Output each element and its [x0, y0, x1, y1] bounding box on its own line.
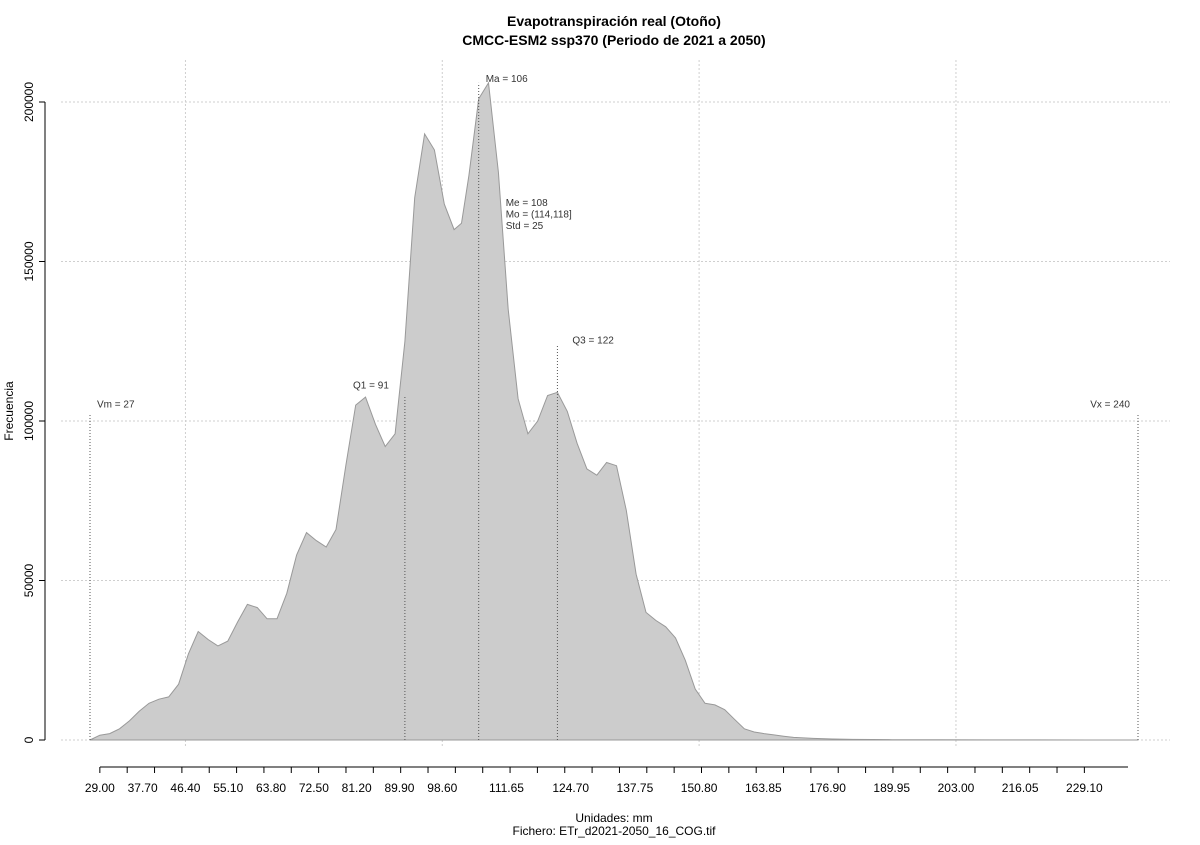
x-tick-label: 37.70: [128, 781, 158, 795]
q3-annotation: Q3 = 122: [572, 335, 614, 346]
x-axis-label: Unidades: mm: [575, 811, 652, 825]
x-tick-label: 89.90: [384, 781, 414, 795]
statistic-annotations: Vm = 27 Q1 = 91 Ma = 106 Q3 = 122 Vx = 240 Me…: [97, 74, 1130, 411]
x-tick-label: 163.85: [745, 781, 782, 795]
x-tick-label: 46.40: [170, 781, 200, 795]
std-annotation: Std = 25: [506, 221, 544, 232]
vm-annotation: Vm = 27: [97, 400, 135, 411]
q1-annotation: Q1 = 91: [353, 380, 389, 391]
ma-annotation: Ma = 106: [486, 74, 528, 85]
x-tick-label: 137.75: [617, 781, 654, 795]
x-tick-label: 203.00: [938, 781, 975, 795]
statistic-lines: [89, 82, 1139, 740]
vx-annotation: Vx = 240: [1090, 400, 1130, 411]
x-tick-label: 150.80: [681, 781, 718, 795]
y-axis-label: Frecuencia: [2, 381, 16, 441]
x-tick-label: 216.05: [1002, 781, 1039, 795]
x-tick-label: 81.20: [342, 781, 372, 795]
x-tick-label: 176.90: [809, 781, 846, 795]
y-tick-label: 200000: [22, 82, 36, 122]
x-tick-label: 189.95: [873, 781, 910, 795]
density-area: [89, 81, 1138, 741]
me-annotation: Me = 108: [506, 198, 548, 209]
x-axis-ticks: 29.00 37.70 46.40 55.10 63.80 72.50 81.20 89.90…: [85, 767, 1103, 795]
x-tick-label: 124.70: [552, 781, 589, 795]
x-tick-label: 55.10: [213, 781, 243, 795]
x-tick-label: 72.50: [299, 781, 329, 795]
y-tick-label: 100000: [22, 401, 36, 441]
chart-title: Evapotranspiración real (Otoño): [507, 13, 721, 29]
caption: Fichero: ETr_d2021-2050_16_COG.tif: [513, 824, 717, 838]
y-axis-ticks: 0 50000 100000 150000 200000: [22, 82, 45, 743]
x-tick-label: 63.80: [256, 781, 286, 795]
y-tick-label: 150000: [22, 241, 36, 281]
y-tick-label: 0: [22, 736, 36, 743]
x-tick-label: 111.65: [489, 781, 524, 795]
x-tick-label: 29.00: [85, 781, 115, 795]
x-tick-label: 98.60: [427, 781, 457, 795]
mo-annotation: Mo = (114,118]: [506, 210, 572, 221]
y-tick-label: 50000: [22, 563, 36, 597]
x-tick-label: 229.10: [1066, 781, 1103, 795]
chart-subtitle: CMCC-ESM2 ssp370 (Periodo de 2021 a 2050…: [462, 32, 765, 48]
